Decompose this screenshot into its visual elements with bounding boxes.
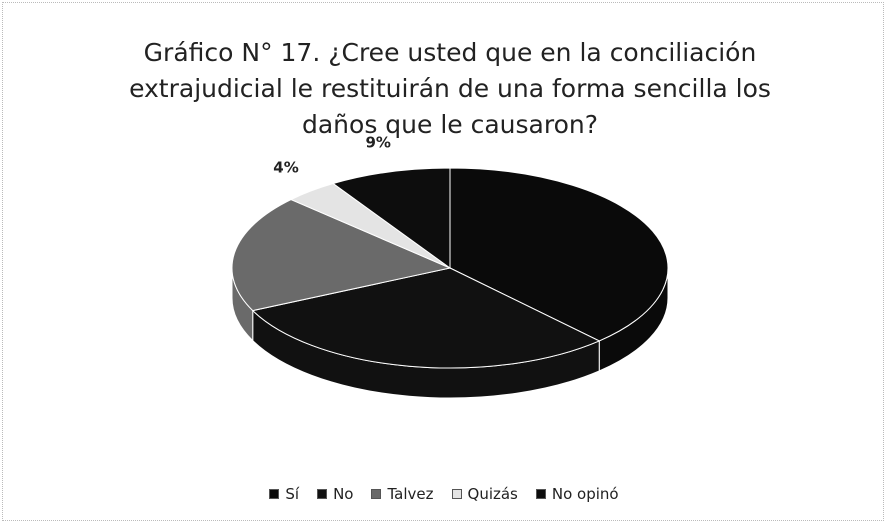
legend-label: No — [333, 485, 354, 503]
legend: Sí No Talvez Quizás No opinó — [0, 485, 888, 503]
slice — [231, 198, 452, 312]
slice — [449, 167, 669, 342]
data-label: 9% — [365, 134, 390, 152]
slice — [332, 167, 451, 269]
chart-title: Gráfico N° 17. ¿Cree usted que en la con… — [129, 38, 771, 139]
legend-swatch — [371, 489, 382, 499]
slice — [251, 267, 601, 369]
legend-swatch — [269, 489, 280, 499]
legend-swatch — [535, 489, 546, 499]
data-label: 4% — [273, 158, 298, 176]
legend-label: No opinó — [551, 485, 619, 503]
legend-swatch — [451, 489, 462, 499]
legend-item: Quizás — [451, 485, 518, 503]
legend-label: Quizás — [467, 485, 518, 503]
legend-item: No — [317, 485, 353, 503]
legend-item: Talvez — [371, 485, 434, 503]
legend-label: Sí — [285, 485, 300, 503]
legend-swatch — [317, 489, 328, 499]
legend-item: No opinó — [535, 485, 619, 503]
legend-item: Sí — [269, 485, 299, 503]
legend-label: Talvez — [387, 485, 434, 503]
